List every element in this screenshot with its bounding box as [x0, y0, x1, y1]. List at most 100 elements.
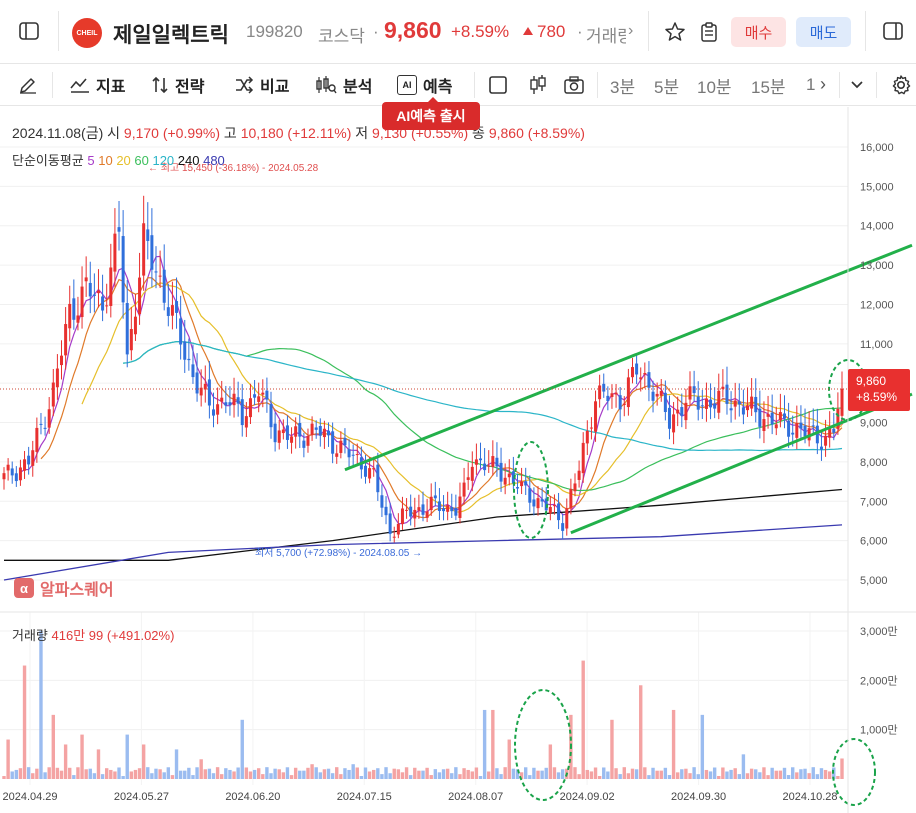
x-tick-label: 2024.08.07 [448, 791, 503, 803]
volume-bar [737, 774, 742, 779]
volume-bar [384, 767, 388, 779]
candle-body [6, 464, 10, 471]
volume-bar [47, 767, 51, 779]
volume-bar [815, 774, 820, 779]
candle-body [105, 305, 109, 307]
chevron-down-icon[interactable] [850, 78, 864, 96]
volume-bar [429, 775, 433, 779]
timeframe-15min[interactable]: 15분 [751, 77, 786, 97]
volume-bar [203, 769, 207, 779]
candle-body [507, 473, 511, 478]
panel-toggle-icon[interactable] [882, 20, 904, 47]
candle-body [647, 372, 651, 388]
volume-bar [162, 772, 166, 779]
candle-body [479, 458, 483, 461]
indicator-button[interactable]: 지표 [70, 64, 125, 106]
candle-body [363, 465, 367, 477]
candle-body [700, 405, 704, 407]
volume-bar [96, 749, 101, 779]
timeframe-5min[interactable]: 5분 [654, 77, 680, 97]
y-tick-label: 7,000 [860, 496, 888, 508]
candle-body [746, 405, 750, 411]
volume-tick-label: 2,000만 [860, 674, 898, 687]
candle-body [18, 467, 22, 481]
volume-bar [302, 770, 306, 779]
highlight-circle [514, 689, 572, 801]
indicator-label: 지표 [96, 79, 126, 96]
volume-bar [404, 767, 409, 779]
volume-bar [454, 767, 458, 779]
timeframe-more[interactable]: 1 [806, 75, 816, 94]
stock-chart[interactable]: ← 최고 15,450 (-36.18%) - 2024.05.28 최저 5,7… [0, 107, 916, 813]
candle-body [766, 413, 770, 417]
grid-lines [0, 146, 848, 785]
clipboard-icon[interactable] [698, 21, 720, 48]
candle-body [372, 468, 376, 470]
price-tag-pct: +8.59% [856, 390, 898, 404]
candlestick-icon[interactable] [528, 74, 548, 101]
compare-button[interactable]: 비교 [234, 64, 289, 106]
candle-body [618, 395, 622, 410]
volume-bar [778, 770, 783, 779]
volume-bar [659, 770, 663, 779]
candle-body [585, 431, 589, 444]
company-logo: CHEIL [72, 18, 102, 48]
volume-bar [141, 744, 146, 779]
candle-body [339, 440, 343, 453]
candle-body [179, 318, 183, 345]
candle-body [113, 233, 117, 272]
sell-button[interactable]: 매도 [796, 17, 851, 47]
star-icon[interactable] [664, 21, 686, 48]
volume-bar [183, 770, 187, 779]
volume-bar [774, 770, 778, 779]
volume-bar [80, 734, 84, 779]
candle-body [466, 477, 470, 480]
open-value: 9,170 (+0.99%) [123, 125, 221, 141]
camera-icon[interactable] [563, 75, 585, 100]
candle-body [442, 508, 446, 512]
y-tick-label: 9,000 [860, 418, 888, 430]
ai-forecast-tooltip[interactable]: AI예측 출시 [382, 97, 480, 130]
sidebar-toggle-icon[interactable] [18, 20, 40, 42]
volume-bar [392, 768, 396, 779]
candle-body [729, 408, 733, 411]
pencil-icon[interactable] [18, 75, 38, 100]
candle-body [10, 468, 14, 476]
volume-bar [791, 767, 795, 779]
separator-dot: · [577, 22, 583, 41]
candle-body [43, 427, 47, 429]
ma-legend-item: 60 [130, 153, 149, 168]
candle-body [306, 436, 310, 446]
volume-bar [359, 776, 364, 779]
candle-body [696, 396, 700, 410]
volume-bar [400, 772, 405, 779]
volume-bar [326, 768, 331, 779]
analysis-button[interactable]: 분석 [315, 64, 372, 106]
timeframe-10min[interactable]: 10분 [697, 77, 732, 97]
volume-bar [597, 776, 602, 779]
volume-bar [717, 775, 721, 779]
square-icon[interactable] [488, 75, 508, 100]
forecast-button[interactable]: AI 예측 [397, 64, 452, 106]
timeframe-3min[interactable]: 3분 [610, 77, 636, 97]
strategy-button[interactable]: 전략 [151, 64, 204, 106]
buy-button[interactable]: 매수 [731, 17, 786, 47]
chevron-right-icon[interactable]: › [820, 74, 826, 94]
candle-body [811, 425, 815, 427]
volume-bar [35, 768, 39, 779]
gear-icon[interactable] [890, 74, 912, 101]
volume-bar [408, 775, 413, 779]
volume-bar [786, 775, 791, 779]
candle-body [692, 386, 696, 394]
min-annotation: 최저 5,700 (+72.98%) - 2024.08.05 → [255, 547, 422, 559]
high-value: 10,180 (+12.11%) [240, 125, 352, 141]
volume-bar [335, 767, 339, 779]
stock-name[interactable]: 제일일렉트릭 [113, 24, 229, 47]
volume-bars [2, 631, 844, 779]
candle-body [474, 459, 478, 465]
volume-bar [499, 774, 503, 779]
x-tick-label: 2024.07.15 [337, 791, 392, 803]
volume-bar [63, 744, 68, 779]
x-tick-label: 2024.10.28 [782, 791, 837, 803]
chevron-right-icon[interactable]: › [628, 22, 634, 39]
